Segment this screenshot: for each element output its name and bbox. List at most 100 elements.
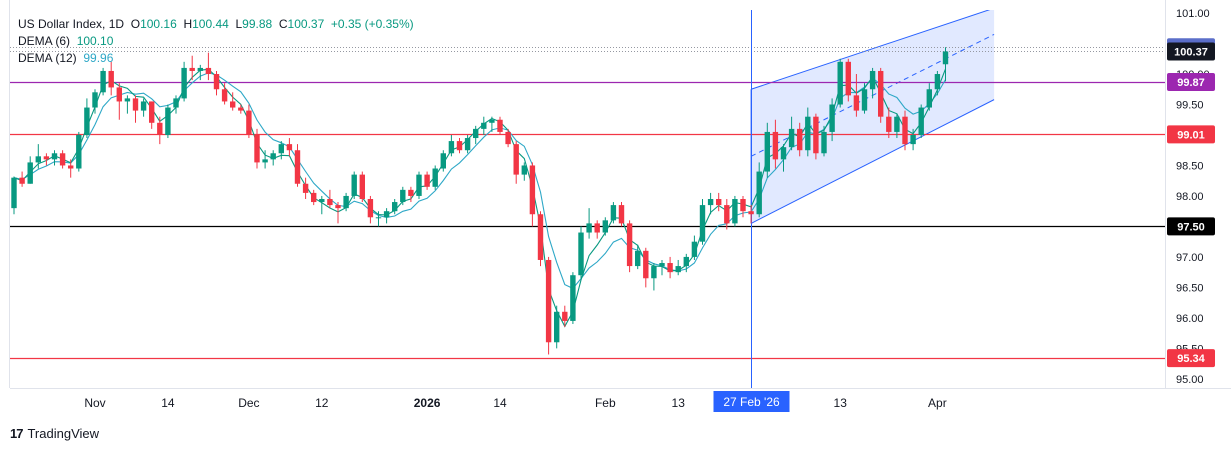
candles[interactable] xyxy=(11,47,949,355)
candle-12[interactable] xyxy=(108,61,114,96)
candle-13[interactable] xyxy=(116,83,122,120)
candle-54[interactable] xyxy=(448,134,455,157)
candle-15[interactable] xyxy=(132,95,139,123)
candle-11[interactable] xyxy=(100,67,106,96)
candle-24[interactable] xyxy=(205,52,212,81)
candle-38[interactable] xyxy=(319,195,325,215)
candle-110[interactable] xyxy=(902,110,908,151)
candle-32[interactable] xyxy=(270,150,276,166)
candle-37[interactable] xyxy=(311,189,317,206)
candle-25[interactable] xyxy=(213,70,220,96)
candle-105[interactable] xyxy=(861,83,868,114)
candle-16[interactable] xyxy=(140,98,147,117)
candle-36[interactable] xyxy=(302,177,309,199)
candle-1[interactable] xyxy=(19,171,25,187)
candle-28[interactable] xyxy=(238,104,244,114)
candle-75[interactable] xyxy=(618,202,625,227)
candle-63[interactable] xyxy=(521,162,527,181)
candle-9[interactable] xyxy=(84,98,90,139)
candle-76[interactable] xyxy=(626,220,633,273)
candle-3[interactable] xyxy=(35,144,41,169)
candle-2[interactable] xyxy=(27,156,33,184)
candle-19[interactable] xyxy=(165,104,171,139)
candle-60[interactable] xyxy=(497,116,503,135)
candle-49[interactable] xyxy=(408,186,414,203)
candle-65[interactable] xyxy=(537,211,544,267)
candle-70[interactable] xyxy=(578,226,584,279)
candle-90[interactable] xyxy=(740,195,746,218)
candle-47[interactable] xyxy=(392,199,398,215)
candle-61[interactable] xyxy=(505,128,511,148)
candle-55[interactable] xyxy=(456,138,463,154)
candle-108[interactable] xyxy=(886,107,892,139)
candle-102[interactable] xyxy=(837,58,843,108)
candle-42[interactable] xyxy=(351,171,357,199)
candle-67[interactable] xyxy=(554,305,560,349)
candle-84[interactable] xyxy=(691,235,698,260)
candle-113[interactable] xyxy=(926,83,932,111)
candle-94[interactable] xyxy=(772,119,779,169)
candle-91[interactable] xyxy=(748,205,754,224)
candle-69[interactable] xyxy=(570,272,576,324)
candle-39[interactable] xyxy=(327,189,333,209)
candle-99[interactable] xyxy=(813,113,819,160)
candle-20[interactable] xyxy=(173,95,179,114)
candle-95[interactable] xyxy=(780,144,787,172)
candle-71[interactable] xyxy=(586,208,592,239)
candle-30[interactable] xyxy=(254,128,260,169)
candle-96[interactable] xyxy=(788,116,795,151)
candle-0[interactable] xyxy=(11,176,17,215)
candle-87[interactable] xyxy=(716,192,722,212)
candle-8[interactable] xyxy=(76,131,82,172)
candle-109[interactable] xyxy=(894,113,900,139)
regression-channel[interactable] xyxy=(750,8,995,224)
candle-115[interactable] xyxy=(942,47,949,82)
dema6-row[interactable]: DEMA (6) 100.10 xyxy=(18,33,414,50)
candle-68[interactable] xyxy=(562,305,568,328)
candle-114[interactable] xyxy=(934,70,941,96)
candle-18[interactable] xyxy=(157,116,163,145)
candle-85[interactable] xyxy=(699,199,706,245)
candle-46[interactable] xyxy=(383,208,390,224)
candle-35[interactable] xyxy=(294,144,301,187)
candle-14[interactable] xyxy=(124,95,131,114)
candle-48[interactable] xyxy=(400,186,406,206)
candle-104[interactable] xyxy=(853,74,860,117)
candle-26[interactable] xyxy=(221,83,228,105)
candle-83[interactable] xyxy=(683,253,689,273)
candle-31[interactable] xyxy=(262,150,268,169)
candle-86[interactable] xyxy=(707,192,714,215)
candle-66[interactable] xyxy=(545,256,552,355)
candle-77[interactable] xyxy=(635,244,641,270)
candle-111[interactable] xyxy=(910,128,916,151)
candle-100[interactable] xyxy=(821,125,827,157)
candle-78[interactable] xyxy=(643,247,649,288)
candle-88[interactable] xyxy=(724,199,730,230)
candle-22[interactable] xyxy=(189,55,195,81)
candle-92[interactable] xyxy=(756,162,762,218)
candle-59[interactable] xyxy=(489,116,495,132)
candle-112[interactable] xyxy=(918,104,924,139)
candle-5[interactable] xyxy=(51,150,58,166)
candle-29[interactable] xyxy=(246,104,252,139)
candle-56[interactable] xyxy=(464,134,471,154)
candle-106[interactable] xyxy=(869,67,876,99)
candle-43[interactable] xyxy=(359,171,365,203)
candle-80[interactable] xyxy=(659,259,665,276)
candle-17[interactable] xyxy=(149,101,155,129)
candle-98[interactable] xyxy=(805,107,811,157)
candle-81[interactable] xyxy=(667,256,673,279)
candle-27[interactable] xyxy=(230,92,236,111)
candle-51[interactable] xyxy=(424,171,430,190)
candle-89[interactable] xyxy=(732,195,738,227)
candle-107[interactable] xyxy=(878,67,884,123)
candle-97[interactable] xyxy=(797,122,803,157)
candle-72[interactable] xyxy=(594,220,600,239)
candle-53[interactable] xyxy=(440,150,446,172)
candle-52[interactable] xyxy=(432,165,438,190)
candle-4[interactable] xyxy=(43,153,50,166)
candle-10[interactable] xyxy=(92,89,98,114)
candle-101[interactable] xyxy=(829,98,835,142)
candle-93[interactable] xyxy=(764,122,770,178)
candle-74[interactable] xyxy=(610,202,617,224)
